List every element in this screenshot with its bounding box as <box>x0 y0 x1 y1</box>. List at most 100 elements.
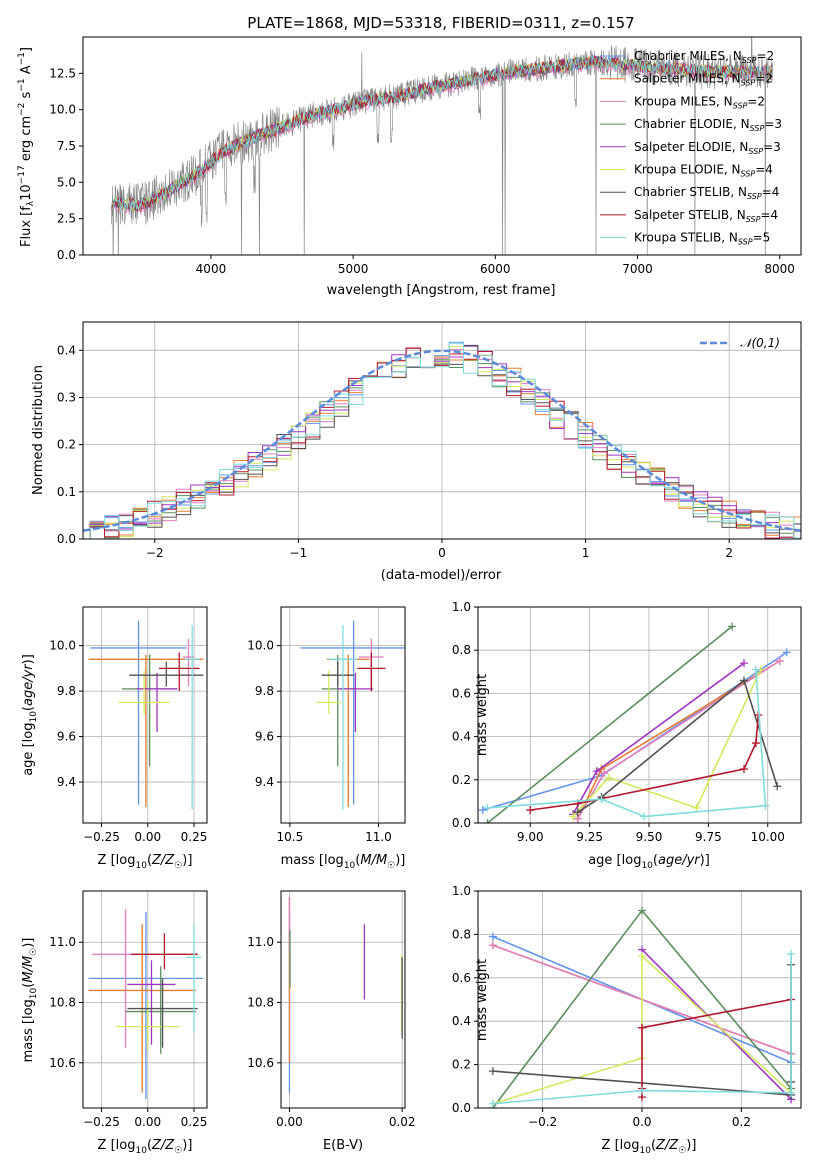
weight-line-8 <box>487 669 767 818</box>
legend-label-7: Salpeter STELIB, NSSP=4 <box>634 208 778 224</box>
weight-marker-4 <box>740 659 748 668</box>
axes-frame-group: −0.25 0.00 0.25 10.6 10.8 11.0 <box>49 890 208 1129</box>
x-tick-label: 6000 <box>480 262 511 276</box>
weight-marker-0 <box>782 648 791 657</box>
weight-marker-2 <box>775 657 784 665</box>
weight-line-1 <box>576 660 781 820</box>
y-tick-label: 9.8 <box>57 684 76 698</box>
y-tick-label: 0.0 <box>452 816 471 830</box>
weight-line-8 <box>492 953 792 1105</box>
x-tick-label: 1 <box>582 546 590 560</box>
y-tick-label: 10.8 <box>247 996 274 1010</box>
weight-vs-Z-xlabel: Z [log10(Z/Z☉)] <box>602 1138 697 1156</box>
age-vs-metallicity-panel: −0.25 0.00 0.25 9.4 9.6 9.8 10.0 <box>49 606 208 844</box>
weight-marker-7 <box>637 1023 646 1032</box>
plot-area <box>83 341 801 539</box>
spectrum-ylabel: Flux [fλ10−17 erg cm−2 s−1 A−1] <box>17 47 36 247</box>
y-tick-label: 0.2 <box>452 773 471 787</box>
weight-marker-0 <box>478 806 487 815</box>
axes-frame <box>82 606 208 824</box>
x-tick-label: 9.50 <box>636 830 663 844</box>
weight-line-2 <box>577 660 781 820</box>
weight-marker-8 <box>761 801 770 810</box>
normal-curve-legend-label: 𝒩(0,1) <box>740 336 780 350</box>
weight-vs-metallicity-panel: −0.2 0.0 0.2 0.0 0.2 0.4 0.6 0.8 1.0 <box>452 884 802 1129</box>
weight-marker-0 <box>488 932 497 941</box>
x-tick-label: 2 <box>725 546 733 560</box>
y-tick-label: 1.0 <box>452 600 471 614</box>
y-tick-label: 10.8 <box>49 996 76 1010</box>
weight-marker-4 <box>592 767 601 776</box>
plot-area <box>488 906 796 1108</box>
weight-marker-8 <box>637 1086 646 1095</box>
legend-label-0: Chabrier MILES, NSSP=2 <box>634 49 774 65</box>
y-tick-label: 0.0 <box>57 248 76 262</box>
residuals-ylabel: Normed distribution <box>31 365 46 495</box>
y-tick-label: 0.6 <box>452 686 471 700</box>
plot-area <box>300 620 405 810</box>
age-vs-Z-xlabel: Z [log10(Z/Z☉)] <box>98 853 193 871</box>
y-tick-label: 0.4 <box>452 730 471 744</box>
weight-marker-6 <box>740 676 748 685</box>
legend-label-6: Chabrier STELIB, NSSP=4 <box>634 185 779 201</box>
axes-frame-group: 9.00 9.25 9.50 9.75 10.00 0.0 0.2 0.4 0.6 0.8 1.0 <box>452 600 802 844</box>
spectrum-xlabel: wavelength [Angstrom, rest frame] <box>327 283 556 298</box>
y-tick-label: 5.0 <box>57 175 76 189</box>
y-tick-label: 0.4 <box>452 1014 471 1028</box>
weight-marker-8 <box>640 812 649 821</box>
y-tick-label: 10.0 <box>247 639 274 653</box>
weight-vs-age-ylabel: mass weight <box>475 674 490 756</box>
weight-marker-6 <box>488 1067 497 1076</box>
weight-marker-3 <box>483 819 492 823</box>
mass-vs-ebv-xlabel: E(B-V) <box>323 1138 363 1153</box>
y-tick-label: 0.2 <box>452 1058 471 1072</box>
legend-label-4: Salpeter ELODIE, NSSP=3 <box>634 140 781 156</box>
weight-marker-3 <box>728 622 737 631</box>
legend-label-8: Kroupa STELIB, NSSP=5 <box>634 231 770 247</box>
weight-vs-age-xlabel: age [log10(age/yr)] <box>588 853 710 871</box>
weight-marker-8 <box>787 949 796 958</box>
y-tick-label: 0.3 <box>57 390 76 404</box>
y-tick-label: 10.0 <box>49 103 76 117</box>
axes-frame-group: −0.2 0.0 0.2 0.0 0.2 0.4 0.6 0.8 1.0 <box>452 884 802 1129</box>
axes-frame <box>82 890 208 1109</box>
x-tick-label: 0 <box>438 546 446 560</box>
weight-marker-7 <box>751 739 760 748</box>
age-vs-Z-ylabel: age [log10(age/yr)] <box>21 654 39 776</box>
residuals-xlabel: (data-model)/error <box>381 568 502 583</box>
y-tick-label: 10.6 <box>49 1056 76 1070</box>
axes-frame <box>477 606 802 824</box>
x-tick-label: 8000 <box>764 262 795 276</box>
plot-area <box>478 622 791 823</box>
weight-marker-8 <box>787 1088 796 1097</box>
x-tick-label: 5000 <box>338 262 369 276</box>
y-tick-label: 0.4 <box>57 343 76 357</box>
spectrum-panel: 4000 5000 6000 7000 8000 0.0 2.5 5.0 7.5 10.0 12.5 <box>49 36 802 276</box>
x-tick-label: 0.2 <box>732 1115 751 1129</box>
figure-title: PLATE=1868, MJD=53318, FIBERID=0311, z=0… <box>247 14 634 32</box>
weight-line-5 <box>492 954 792 1105</box>
x-tick-label: 9.25 <box>576 830 603 844</box>
axes-frame <box>280 890 406 1109</box>
plot-area <box>288 897 403 1093</box>
y-tick-label: 2.5 <box>57 212 76 226</box>
x-tick-label: 0.25 <box>181 1115 208 1129</box>
y-tick-label: 12.5 <box>49 66 76 80</box>
plot-area <box>111 37 773 255</box>
plot-area <box>88 620 204 810</box>
x-tick-label: 0.00 <box>134 1115 161 1129</box>
y-tick-label: 0.0 <box>57 532 76 546</box>
mass-vs-Z-xlabel: Z [log10(Z/Z☉)] <box>98 1138 193 1156</box>
weight-marker-5 <box>692 803 701 812</box>
weight-marker-6 <box>573 808 582 817</box>
weight-marker-5 <box>637 952 646 961</box>
weight-vs-Z-ylabel: mass weight <box>475 959 490 1041</box>
y-tick-label: 0.2 <box>57 438 76 452</box>
weight-marker-8 <box>751 665 760 674</box>
axes-frame <box>280 606 406 824</box>
legend-label-5: Kroupa ELODIE, NSSP=4 <box>634 163 773 179</box>
mass-vs-ebv-panel: 0.00 0.02 10.6 10.8 11.0 <box>247 890 416 1129</box>
y-tick-label: 0.6 <box>452 971 471 985</box>
weight-line-3 <box>486 625 733 823</box>
mass-vs-Z-ylabel: mass [log10(M/M☉)] <box>21 938 39 1063</box>
